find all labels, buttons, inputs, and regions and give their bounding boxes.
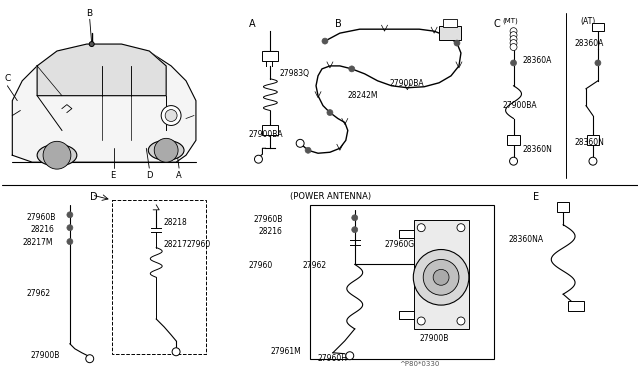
Circle shape xyxy=(433,269,449,285)
Circle shape xyxy=(296,140,304,147)
Text: B: B xyxy=(86,9,92,18)
Circle shape xyxy=(417,317,425,325)
Circle shape xyxy=(510,44,517,51)
Bar xyxy=(592,23,604,31)
Circle shape xyxy=(305,147,311,153)
Text: 27900BA: 27900BA xyxy=(390,79,424,88)
Circle shape xyxy=(154,138,178,162)
Text: 28242M: 28242M xyxy=(348,91,378,100)
Text: E: E xyxy=(111,171,116,180)
Bar xyxy=(443,19,457,27)
Circle shape xyxy=(327,110,333,116)
Bar xyxy=(507,135,520,145)
Text: D: D xyxy=(147,171,153,180)
Text: A: A xyxy=(248,19,255,29)
Text: 28360A: 28360A xyxy=(522,56,552,65)
Circle shape xyxy=(67,238,73,244)
Circle shape xyxy=(423,259,459,295)
Text: 27960: 27960 xyxy=(186,240,211,248)
Text: (POWER ANTENNA): (POWER ANTENNA) xyxy=(290,192,371,201)
Text: C: C xyxy=(4,74,11,83)
Circle shape xyxy=(510,28,517,35)
Text: 27962: 27962 xyxy=(26,289,51,298)
Circle shape xyxy=(352,227,358,232)
Circle shape xyxy=(511,60,516,66)
Text: 27900B: 27900B xyxy=(419,334,449,343)
Ellipse shape xyxy=(148,140,184,160)
Circle shape xyxy=(510,32,517,39)
Circle shape xyxy=(509,157,518,165)
Text: 28217: 28217 xyxy=(163,240,187,248)
Text: 28216: 28216 xyxy=(30,225,54,234)
Circle shape xyxy=(161,106,181,125)
Circle shape xyxy=(322,38,328,44)
Bar xyxy=(414,220,469,329)
Bar xyxy=(557,202,569,212)
Circle shape xyxy=(346,352,354,360)
Circle shape xyxy=(43,141,71,169)
Text: 28217M: 28217M xyxy=(22,238,52,247)
Text: 28216: 28216 xyxy=(259,227,282,236)
Circle shape xyxy=(352,215,358,221)
Text: B: B xyxy=(335,19,342,29)
Text: 28360N: 28360N xyxy=(574,138,604,147)
Text: 27983Q: 27983Q xyxy=(279,69,309,78)
Text: ^P80*0330: ^P80*0330 xyxy=(399,361,440,367)
Circle shape xyxy=(67,212,73,218)
Text: 27960B: 27960B xyxy=(253,215,283,224)
Text: E: E xyxy=(533,192,540,202)
Bar xyxy=(111,200,206,354)
Bar xyxy=(439,26,461,40)
Circle shape xyxy=(589,157,597,165)
Bar xyxy=(262,51,278,61)
Text: 28218: 28218 xyxy=(163,218,187,227)
Text: 28360A: 28360A xyxy=(574,39,604,48)
Circle shape xyxy=(349,66,355,72)
Text: 27960G: 27960G xyxy=(385,240,415,248)
Text: 27962: 27962 xyxy=(302,262,326,270)
Circle shape xyxy=(255,155,262,163)
Circle shape xyxy=(86,355,93,363)
Circle shape xyxy=(417,224,425,232)
Circle shape xyxy=(172,348,180,356)
Circle shape xyxy=(510,36,517,42)
Circle shape xyxy=(457,224,465,232)
Ellipse shape xyxy=(37,144,77,166)
Text: 27960: 27960 xyxy=(248,262,273,270)
Text: (AT): (AT) xyxy=(580,17,595,26)
Text: C: C xyxy=(493,19,500,29)
Circle shape xyxy=(510,39,517,46)
Bar xyxy=(262,125,278,135)
Polygon shape xyxy=(37,44,166,96)
Circle shape xyxy=(165,110,177,122)
Circle shape xyxy=(67,225,73,231)
Bar xyxy=(310,205,493,359)
Text: 27961M: 27961M xyxy=(270,347,301,356)
Polygon shape xyxy=(12,47,196,162)
Text: 27960B: 27960B xyxy=(26,213,56,222)
Text: 27960H: 27960H xyxy=(317,354,347,363)
Bar xyxy=(568,301,584,311)
Text: (MT): (MT) xyxy=(502,17,518,24)
Text: 28360NA: 28360NA xyxy=(509,235,544,244)
Circle shape xyxy=(457,317,465,325)
Text: A: A xyxy=(176,171,182,180)
Circle shape xyxy=(595,60,601,66)
Text: 27900B: 27900B xyxy=(30,351,60,360)
Circle shape xyxy=(454,40,460,46)
Text: 28360N: 28360N xyxy=(522,145,552,154)
Text: 27900BA: 27900BA xyxy=(502,101,537,110)
Bar xyxy=(587,135,599,145)
Circle shape xyxy=(89,42,94,46)
Circle shape xyxy=(413,250,469,305)
Text: D: D xyxy=(90,192,97,202)
Text: 27900BA: 27900BA xyxy=(248,131,283,140)
